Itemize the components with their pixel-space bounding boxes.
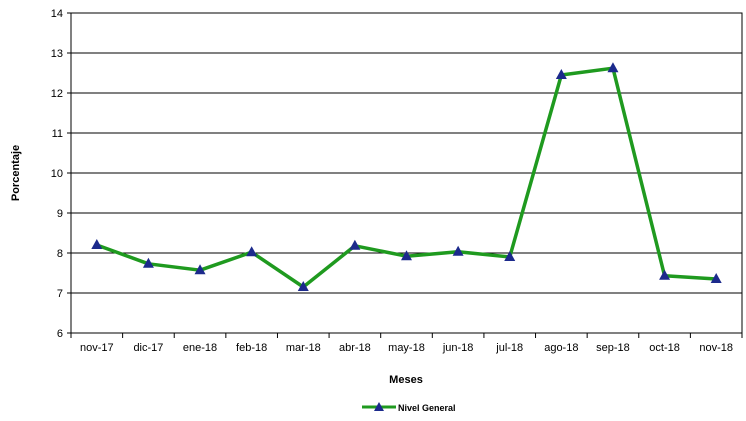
data-point-marker	[555, 69, 567, 79]
data-point-marker	[142, 257, 154, 268]
x-tick-label: nov-18	[699, 342, 733, 354]
legend: Nivel General	[362, 402, 456, 413]
x-tick-label: abr-18	[339, 342, 371, 354]
data-point-marker	[607, 62, 619, 73]
x-tick-label: dic-17	[133, 342, 163, 354]
y-tick-label: 14	[51, 8, 63, 20]
data-point-marker	[401, 250, 412, 261]
y-tick-label: 13	[51, 48, 63, 60]
data-point-marker	[504, 251, 516, 261]
y-axis-ticks: 6 7 8 9 10 11 12 13 14	[51, 8, 71, 340]
data-point-marker	[452, 245, 464, 256]
x-tick-label: oct-18	[649, 342, 680, 354]
x-tick-label: feb-18	[236, 342, 267, 354]
y-tick-label: 9	[57, 208, 63, 220]
y-tick-label: 11	[52, 128, 63, 140]
data-point-marker	[194, 264, 206, 275]
x-axis-title: Meses	[389, 374, 423, 386]
y-axis-title: Porcentaje	[10, 145, 22, 201]
series-group	[91, 62, 722, 291]
y-tick-label: 12	[51, 88, 63, 100]
data-point-marker	[659, 269, 671, 280]
x-tick-label: mar-18	[286, 342, 321, 354]
data-point-marker	[349, 239, 361, 250]
x-tick-label: may-18	[388, 342, 425, 354]
x-tick-label: ago-18	[544, 342, 578, 354]
x-axis-ticks: nov-17 dic-17 ene-18 feb-18 mar-18 abr-18 may-…	[70, 333, 743, 354]
data-point-marker	[246, 246, 258, 257]
x-tick-label: ene-18	[183, 342, 217, 354]
y-tick-label: 6	[57, 328, 63, 340]
y-tick-label: 7	[57, 288, 63, 300]
x-tick-label: jun-18	[442, 342, 474, 354]
data-point-marker	[710, 273, 722, 283]
y-tick-label: 10	[51, 168, 63, 180]
data-point-marker	[91, 239, 103, 249]
legend-label: Nivel General	[398, 403, 456, 413]
data-point-marker	[297, 281, 309, 291]
x-tick-label: jul-18	[495, 342, 523, 354]
x-tick-label: sep-18	[596, 342, 630, 354]
legend-marker-icon	[374, 402, 384, 411]
y-tick-label: 8	[57, 248, 63, 260]
x-tick-label: nov-17	[80, 342, 114, 354]
